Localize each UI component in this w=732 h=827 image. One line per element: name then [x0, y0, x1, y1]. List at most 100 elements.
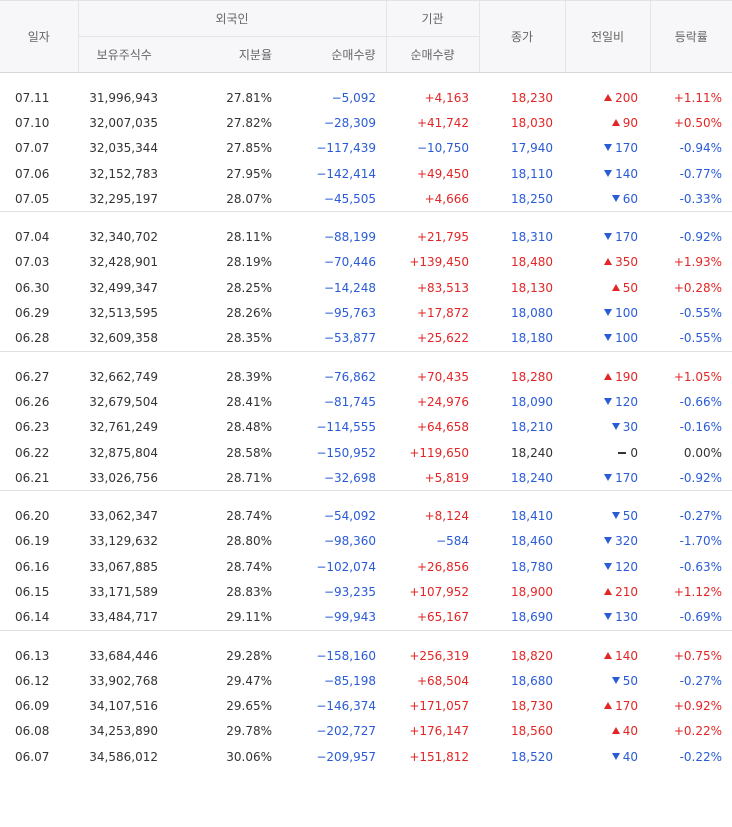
row-inst-net: +83,513 [416, 280, 470, 295]
row-date: 06.13 [15, 648, 50, 663]
row-foreign-ratio: 28.11% [226, 230, 272, 245]
row-change-value: 190 [615, 369, 639, 384]
row-close: 18,690 [511, 610, 554, 625]
row-change: 100 [565, 300, 650, 325]
row-change: 170 [565, 224, 650, 249]
row-inst-net: +8,124 [424, 509, 470, 524]
group-spacer [0, 352, 732, 364]
triangle-up-icon [604, 587, 613, 595]
row-close: 18,560 [511, 724, 554, 739]
row-rate: +0.92% [673, 699, 723, 714]
row-date: 06.27 [15, 369, 50, 384]
group-spacer [0, 73, 732, 86]
table-row: 07.10 32,007,035 27.82% −28,309 +41,742 18,03… [0, 110, 732, 135]
table-row: 06.19 33,129,632 28.80% −98,360 −584 18,460 32… [0, 529, 732, 554]
row-rate: -0.27% [679, 509, 723, 524]
triangle-down-icon [611, 423, 620, 431]
row-close: 18,410 [511, 509, 554, 524]
row-rate: -0.16% [679, 420, 723, 435]
row-foreign-net: −114,555 [316, 420, 377, 435]
row-foreign-holdings: 32,875,804 [89, 445, 158, 460]
row-inst-net: +49,450 [416, 166, 470, 181]
row-change-value: 350 [615, 255, 639, 270]
group-spacer [0, 491, 732, 503]
row-rate: +0.50% [673, 115, 723, 130]
row-rate: -0.55% [679, 331, 723, 346]
row-date: 07.06 [15, 166, 50, 181]
row-inst-net: +151,812 [409, 749, 470, 764]
row-close: 18,520 [511, 749, 554, 764]
row-foreign-holdings: 33,062,347 [89, 509, 158, 524]
triangle-up-icon [604, 702, 613, 710]
row-inst-net: +41,742 [416, 115, 470, 130]
row-rate: -0.27% [679, 673, 723, 688]
row-foreign-ratio: 28.74% [226, 559, 272, 574]
row-change-value: 120 [615, 394, 639, 409]
row-foreign-net: −202,727 [316, 724, 377, 739]
row-foreign-net: −45,505 [323, 191, 377, 206]
table-row: 06.13 33,684,446 29.28% −158,160 +256,319 18,… [0, 643, 732, 668]
row-change: 320 [565, 529, 650, 554]
table-row: 07.04 32,340,702 28.11% −88,199 +21,795 18,31… [0, 224, 732, 249]
row-foreign-net: −99,943 [323, 610, 377, 625]
table-row: 07.11 31,996,943 27.81% −5,092 +4,163 18,230 2… [0, 85, 732, 110]
row-date: 06.28 [15, 331, 50, 346]
triangle-down-icon [611, 512, 620, 520]
table-header: 일자 외국인 기관 종가 전일비 등락률 보유주식수 지분율 순매수량 순매수량 [0, 0, 732, 73]
row-change-value: 40 [622, 724, 639, 739]
row-inst-net: +256,319 [409, 648, 470, 663]
header-rate: 등락률 [649, 0, 732, 73]
row-rate: +0.22% [673, 724, 723, 739]
table-row: 06.26 32,679,504 28.41% −81,745 +24,976 18,09… [0, 389, 732, 414]
row-foreign-holdings: 33,026,756 [89, 470, 158, 485]
row-change: 60 [565, 186, 650, 212]
row-rate: +0.75% [673, 648, 723, 663]
investor-trading-table: 일자 외국인 기관 종가 전일비 등락률 보유주식수 지분율 순매수량 순매수량… [0, 0, 732, 770]
row-foreign-holdings: 32,513,595 [89, 306, 158, 321]
row-date: 07.11 [15, 90, 50, 105]
row-foreign-holdings: 32,662,749 [89, 369, 158, 384]
row-inst-net: −10,750 [416, 141, 470, 156]
row-change-value: 100 [615, 331, 639, 346]
row-foreign-net: −146,374 [316, 699, 377, 714]
row-inst-net: +21,795 [416, 230, 470, 245]
row-foreign-ratio: 28.71% [226, 470, 272, 485]
row-change: 200 [565, 85, 650, 110]
row-date: 07.10 [15, 115, 50, 130]
row-foreign-ratio: 28.41% [226, 394, 272, 409]
row-foreign-ratio: 28.19% [226, 255, 272, 270]
table-body: 07.11 31,996,943 27.81% −5,092 +4,163 18,230 2… [0, 73, 732, 770]
triangle-down-icon [604, 309, 613, 317]
table-row: 07.03 32,428,901 28.19% −70,446 +139,450 18,4… [0, 250, 732, 275]
row-change-value: 320 [615, 534, 639, 549]
row-rate: -0.33% [679, 191, 723, 206]
group-separator [0, 351, 732, 352]
row-close: 18,680 [511, 673, 554, 688]
row-date: 06.12 [15, 673, 50, 688]
row-change: 90 [565, 110, 650, 135]
row-foreign-holdings: 32,007,035 [89, 115, 158, 130]
triangle-down-icon [604, 233, 613, 241]
row-change-value: 40 [622, 749, 639, 764]
row-close: 18,240 [511, 470, 554, 485]
row-foreign-ratio: 29.78% [226, 724, 272, 739]
row-change-value: 130 [615, 610, 639, 625]
triangle-up-icon [611, 118, 620, 126]
row-close: 18,090 [511, 394, 554, 409]
triangle-down-icon [604, 562, 613, 570]
table-row: 06.21 33,026,756 28.71% −32,698 +5,819 18,240… [0, 465, 732, 491]
triangle-down-icon [604, 334, 613, 342]
row-close: 18,250 [511, 191, 554, 206]
row-change-value: 210 [615, 584, 639, 599]
row-date: 07.07 [15, 141, 50, 156]
triangle-down-icon [604, 144, 613, 152]
row-change: 170 [565, 465, 650, 491]
group-separator [0, 630, 732, 631]
row-inst-net: −584 [436, 534, 470, 549]
row-close: 18,080 [511, 306, 554, 321]
row-rate: -0.63% [679, 559, 723, 574]
row-foreign-holdings: 33,067,885 [89, 559, 158, 574]
header-date: 일자 [0, 0, 78, 73]
row-rate: +0.28% [673, 280, 723, 295]
row-change: 40 [565, 719, 650, 744]
